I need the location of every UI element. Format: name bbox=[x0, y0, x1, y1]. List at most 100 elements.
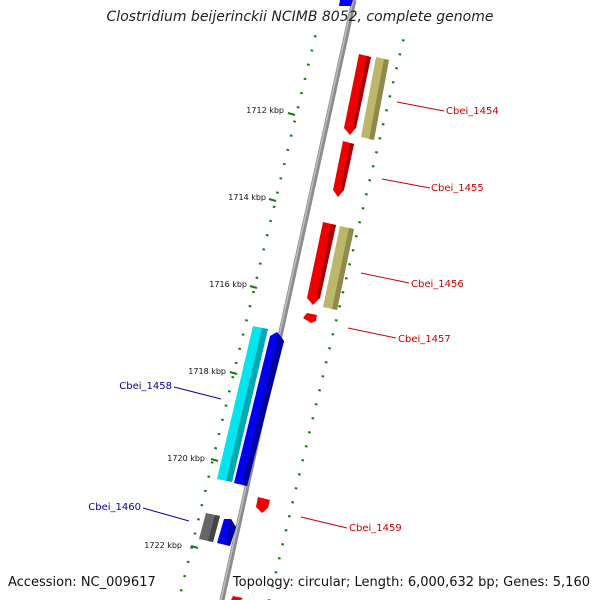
ring-dot bbox=[318, 389, 322, 392]
scale-tick-1714: 1714 kbp bbox=[228, 193, 277, 202]
ring-dot bbox=[272, 205, 276, 209]
tick-label: 1720 kbp bbox=[167, 454, 205, 463]
scale-tick-1722: 1722 kbp bbox=[144, 541, 199, 550]
ring-dot bbox=[297, 473, 301, 476]
ring-dot bbox=[258, 262, 262, 265]
genome-backbone-highlight bbox=[220, 0, 354, 600]
ring-dot bbox=[269, 219, 273, 223]
pseudogene-1456-shadow bbox=[332, 228, 354, 310]
ring-dot bbox=[313, 35, 317, 38]
ring-dot bbox=[179, 589, 183, 592]
gene-cbei-1457-arrow bbox=[303, 313, 317, 323]
ring-dot bbox=[203, 489, 207, 493]
ring-dot bbox=[287, 515, 291, 518]
ring-dot bbox=[241, 333, 245, 336]
ring-dot bbox=[281, 543, 285, 546]
gene-label-cbei-1455[interactable]: Cbei_1455 bbox=[381, 178, 484, 194]
forward-gene-partial-top bbox=[339, 0, 353, 6]
ring-dot bbox=[248, 304, 252, 308]
ring-dot bbox=[368, 179, 372, 182]
ring-dot bbox=[207, 475, 211, 478]
ring-dot bbox=[381, 123, 385, 126]
ring-dot bbox=[220, 418, 224, 422]
ring-dot bbox=[265, 233, 269, 237]
ring-dot bbox=[224, 404, 228, 407]
ring-dot bbox=[238, 347, 242, 351]
tick-label: 1714 kbp bbox=[228, 193, 266, 202]
gene-label-text: Cbei_1459 bbox=[349, 523, 402, 534]
ring-dot bbox=[251, 290, 255, 294]
scale-tick-1720: 1720 kbp bbox=[167, 454, 219, 463]
ring-dot bbox=[279, 177, 283, 180]
ring-dot bbox=[311, 417, 315, 420]
ring-dot bbox=[354, 235, 358, 238]
genome-backbone bbox=[219, 0, 357, 600]
ring-dot bbox=[277, 557, 281, 560]
pseudogene-1454-shadow bbox=[369, 59, 389, 140]
ring-dot bbox=[401, 39, 405, 42]
ring-dot bbox=[291, 501, 295, 504]
ring-dot bbox=[286, 148, 290, 152]
ring-dot bbox=[303, 77, 307, 81]
ring-dot bbox=[395, 67, 399, 70]
gene-cbei-1460-other-shadow bbox=[208, 515, 220, 542]
ring-dot bbox=[190, 546, 194, 549]
ring-dot bbox=[301, 459, 305, 462]
ring-dot bbox=[328, 347, 332, 350]
gene-cbei-1458-rna-shadow bbox=[226, 328, 268, 482]
ring-dot bbox=[304, 445, 308, 448]
gene-bottom-partial bbox=[231, 596, 243, 600]
tick-label: 1712 kbp bbox=[246, 106, 284, 115]
gene-cbei-1455-shadow bbox=[340, 143, 354, 193]
gene-label-cbei-1460[interactable]: Cbei_1460 bbox=[88, 502, 190, 522]
gene-cbei-1454-shadow bbox=[352, 56, 371, 130]
gene-label-cbei-1457[interactable]: Cbei_1457 bbox=[347, 327, 451, 345]
ring-dot bbox=[296, 106, 300, 109]
ring-dot bbox=[398, 53, 402, 56]
ring-dot bbox=[245, 319, 249, 322]
ring-dot bbox=[186, 560, 190, 564]
ring-dot bbox=[196, 518, 200, 521]
tick-label: 1716 kbp bbox=[209, 280, 247, 289]
ring-dot bbox=[378, 137, 382, 140]
gene-cbei-1456-shadow bbox=[316, 224, 336, 300]
ring-dot bbox=[255, 276, 259, 280]
ring-dot bbox=[200, 503, 204, 507]
ring-dot bbox=[282, 162, 286, 166]
ring-dot bbox=[275, 191, 279, 194]
ring-dot bbox=[210, 461, 214, 464]
ring-dot bbox=[388, 95, 392, 98]
gene-cbei-1460-arrow-shadow bbox=[226, 519, 236, 546]
ring-dot bbox=[324, 361, 328, 364]
gene-label-cbei-1456[interactable]: Cbei_1456 bbox=[360, 272, 464, 290]
tick-label: 1718 kbp bbox=[188, 367, 226, 376]
ring-dot bbox=[338, 305, 342, 308]
gene-label-cbei-1459[interactable]: Cbei_1459 bbox=[300, 516, 402, 534]
scale-tick-1712: 1712 kbp bbox=[246, 106, 296, 116]
ring-dot bbox=[217, 432, 221, 436]
ring-dot bbox=[391, 81, 395, 84]
ring-dot bbox=[371, 165, 375, 168]
ring-dot bbox=[364, 193, 368, 196]
gene-label-cbei-1454[interactable]: Cbei_1454 bbox=[396, 101, 499, 117]
ring-dot bbox=[231, 375, 235, 379]
ring-dot bbox=[385, 109, 389, 112]
ring-dot bbox=[314, 403, 318, 406]
ring-dot bbox=[193, 532, 197, 535]
gene-label-text: Cbei_1460 bbox=[88, 502, 141, 513]
genome-title: Clostridium beijerinckii NCIMB 8052, com… bbox=[106, 9, 494, 25]
ring-dot bbox=[183, 574, 187, 578]
ring-dot bbox=[374, 151, 378, 154]
ring-dot bbox=[274, 571, 278, 574]
gene-cbei-1458-arrow-shadow bbox=[242, 334, 284, 486]
ring-dot bbox=[334, 319, 338, 322]
ring-dot bbox=[361, 207, 365, 210]
ring-dot bbox=[284, 529, 288, 532]
ring-dot bbox=[293, 120, 297, 123]
gene-cbei-1459-arrow bbox=[256, 497, 270, 513]
scale-tick-1716: 1716 kbp bbox=[209, 280, 258, 289]
gene-label-cbei-1458[interactable]: Cbei_1458 bbox=[119, 381, 222, 400]
ring-dot bbox=[351, 249, 355, 252]
topology-text: Topology: circular; Length: 6,000,632 bp… bbox=[232, 575, 590, 590]
